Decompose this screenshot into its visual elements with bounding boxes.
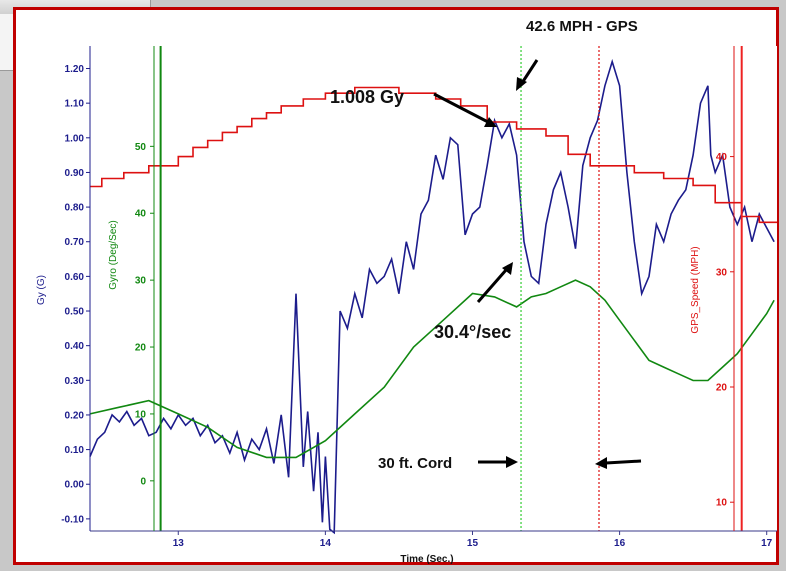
gy-tick-label: 1.10 (65, 99, 85, 110)
x-tick-label: 13 (173, 538, 185, 549)
vertical-lines (159, 46, 743, 531)
annotation-gyro: 30.4°/sec (434, 262, 513, 342)
x-tick-label: 17 (761, 538, 773, 549)
gy-tick-label: 0.80 (65, 203, 85, 214)
speed-tick-label: 20 (716, 382, 728, 393)
annotation-gps: 42.6 MPH - GPS (516, 18, 638, 91)
plot-area (90, 46, 777, 531)
speed-axis-title: GPS_Speed (MPH) (690, 246, 701, 333)
gy-tick-label: 0.60 (65, 272, 85, 283)
series-line-gyro (89, 279, 775, 459)
annotation-gy: 1.008 Gy (330, 87, 497, 127)
x-tick-label: 15 (467, 538, 479, 549)
annotation-cord: 30 ft. Cord (378, 455, 642, 472)
gyro-tick-label: 0 (140, 476, 146, 487)
gyro-tick-label: 20 (135, 343, 147, 354)
gy-tick-label: 0.30 (65, 376, 85, 387)
annotation-gy-arrow (433, 92, 489, 124)
gy-tick-label: 0.00 (65, 480, 85, 491)
series-layer (89, 58, 777, 535)
gy-tick-label: 1.00 (65, 133, 85, 144)
speed-tick-label: 40 (716, 152, 728, 163)
gyro-axis-title: Gyro (Deg/Sec) (108, 220, 119, 289)
annotation-gps-arrowhead (516, 77, 527, 91)
x-tick-label: 16 (614, 538, 626, 549)
gyro-tick-label: 30 (135, 276, 147, 287)
annotation-gps-text: 42.6 MPH - GPS (526, 18, 638, 35)
annotation-gy-text: 1.008 Gy (330, 87, 404, 107)
series-line-speed (90, 86, 777, 224)
annotation-gyro-arrow (476, 269, 508, 303)
annotation-gy-arrowhead (484, 117, 497, 127)
speed-tick-label: 30 (716, 267, 728, 278)
annotation-cord-left-arrowhead (506, 456, 518, 468)
gy-tick-label: 1.20 (65, 64, 85, 75)
speed-tick-label: 10 (716, 498, 728, 509)
gy-tick-label: 0.40 (65, 341, 85, 352)
annotation-gyro-text: 30.4°/sec (434, 322, 511, 342)
annotation-gps-arrow (520, 59, 539, 84)
axes: 13 14 15 16 17 -0.10 0.00 0.10 0.20 0.30 0.40 0.50 0… (61, 64, 772, 549)
annotation-gyro-arrowhead (502, 262, 513, 275)
gy-tick-label: 0.10 (65, 445, 85, 456)
gyro-tick-label: 50 (135, 142, 147, 153)
x-tick-label: 14 (320, 538, 332, 549)
gyro-tick-label: 40 (135, 209, 147, 220)
gy-tick-label: 0.20 (65, 410, 85, 421)
gy-tick-label: 0.70 (65, 237, 85, 248)
gyro-tick-label: 10 (135, 409, 147, 420)
gy-tick-label: 0.50 (65, 307, 85, 318)
annotation-cord-text: 30 ft. Cord (378, 455, 452, 472)
gy-tick-label: 0.90 (65, 168, 85, 179)
annotation-cord-right-arrow (605, 459, 642, 465)
gy-axis-title: Gy (G) (36, 275, 47, 305)
x-axis-title: Time (Sec.) (400, 554, 453, 565)
gy-tick-label: -0.10 (61, 514, 84, 525)
annotation-cord-right-arrowhead (595, 457, 607, 469)
